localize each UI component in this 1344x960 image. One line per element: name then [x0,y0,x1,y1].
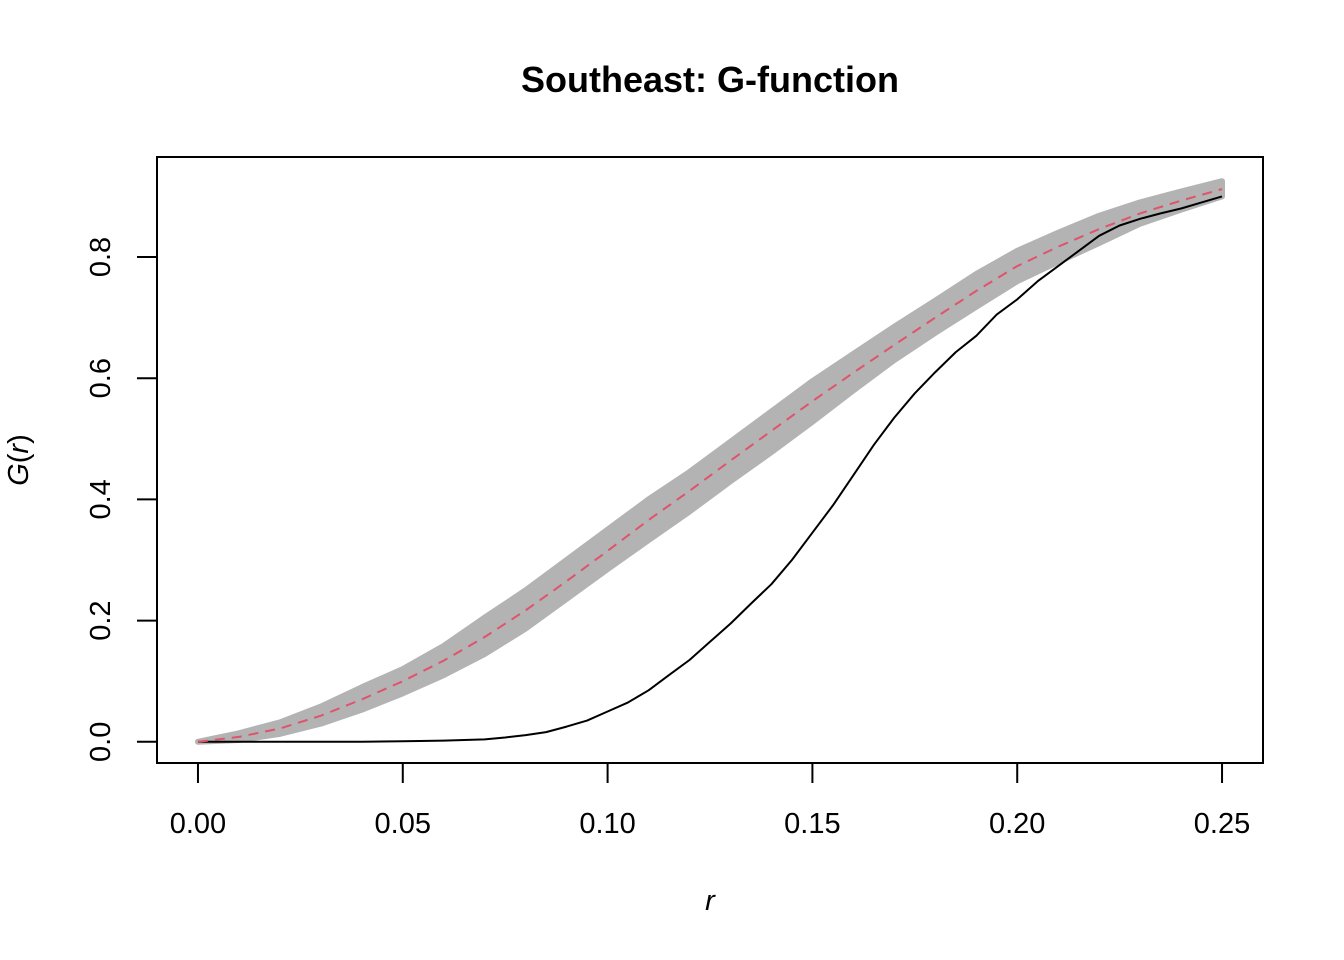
y-axis: 0.0 0.2 0.4 0.6 0.8 [85,237,158,762]
observed-line [198,195,1223,743]
x-tick-label: 0.25 [1194,808,1250,840]
y-axis-label-close: ) [3,434,35,444]
chart-title: Southeast: G-function [521,59,899,100]
y-tick-label: 0.6 [85,358,117,398]
theory-layer [197,188,1223,743]
envelope-band [195,178,1225,745]
y-axis-label-arg: r [3,443,35,454]
x-tick-label: 0.05 [375,808,431,840]
x-axis: 0.00 0.05 0.10 0.15 0.20 0.25 [170,762,1250,840]
y-tick-label: 0.8 [85,237,117,277]
x-tick-label: 0.10 [579,808,635,840]
theoretical-line [197,188,1223,743]
y-tick-label: 0.0 [85,722,117,762]
x-tick-label: 0.15 [784,808,840,840]
y-axis-label: G(r) [3,434,35,486]
y-axis-label-open: ( [3,453,35,463]
y-tick-label: 0.4 [85,479,117,519]
observed-layer [198,195,1223,743]
x-tick-label: 0.20 [989,808,1045,840]
y-tick-label: 0.2 [85,600,117,640]
envelope-layer [195,178,1225,745]
y-axis-label-fn: G [3,463,35,486]
x-tick-label: 0.00 [170,808,226,840]
x-axis-label: r [705,885,716,917]
